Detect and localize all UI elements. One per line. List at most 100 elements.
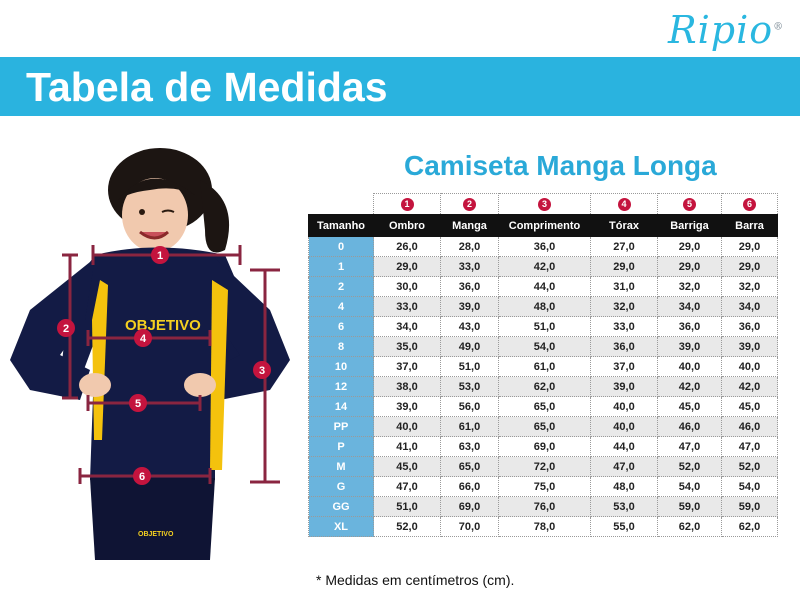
value-cell: 39,0: [590, 376, 658, 397]
value-cell: 53,0: [590, 496, 658, 517]
value-cell: 54,0: [657, 476, 722, 497]
value-cell: 36,0: [590, 336, 658, 357]
value-cell: 37,0: [373, 356, 441, 377]
ponytail: [200, 180, 230, 253]
value-cell: 44,0: [498, 276, 591, 297]
value-cell: 37,0: [590, 356, 658, 377]
value-cell: 45,0: [721, 396, 778, 417]
mouth: [139, 230, 170, 240]
value-cell: 61,0: [440, 416, 499, 437]
value-cell: 36,0: [721, 316, 778, 337]
measure-number-cell: 5: [657, 193, 722, 215]
pants-logo-text: OBJETIVO: [138, 531, 174, 538]
value-cell: 47,0: [721, 436, 778, 457]
value-cell: 34,0: [721, 296, 778, 317]
header-torax: Tórax: [590, 214, 658, 237]
marker-label-4: 4: [140, 333, 147, 345]
value-cell: 42,0: [657, 376, 722, 397]
left-eye: [139, 209, 145, 215]
value-cell: 33,0: [373, 296, 441, 317]
value-cell: 38,0: [373, 376, 441, 397]
left-sleeve: [10, 258, 95, 400]
table-row: 6 34,0 43,0 51,0 33,0 36,0 36,0: [308, 316, 778, 337]
value-cell: 32,0: [590, 296, 658, 317]
bangs: [118, 178, 195, 200]
size-cell: 6: [308, 316, 374, 337]
value-cell: 29,0: [721, 236, 778, 257]
title-banner: Tabela de Medidas: [0, 57, 800, 116]
value-cell: 46,0: [657, 416, 722, 437]
value-cell: 62,0: [498, 376, 591, 397]
size-cell: G: [308, 476, 374, 497]
size-cell: P: [308, 436, 374, 457]
value-cell: 51,0: [498, 316, 591, 337]
pants: [90, 478, 215, 560]
table-row: PP 40,0 61,0 65,0 40,0 46,0 46,0: [308, 416, 778, 437]
value-cell: 62,0: [657, 516, 722, 537]
value-cell: 39,0: [373, 396, 441, 417]
header-comprimento: Comprimento: [498, 214, 591, 237]
header-barriga: Barriga: [657, 214, 722, 237]
value-cell: 46,0: [721, 416, 778, 437]
value-cell: 52,0: [657, 456, 722, 477]
table-row: XL 52,0 70,0 78,0 55,0 62,0 62,0: [308, 516, 778, 537]
value-cell: 78,0: [498, 516, 591, 537]
marker-circle-4: [134, 329, 152, 347]
value-cell: 31,0: [590, 276, 658, 297]
measure-number-barriga: 5: [683, 197, 696, 211]
size-cell: 12: [308, 376, 374, 397]
measure-number-manga: 2: [463, 197, 476, 211]
value-cell: 49,0: [440, 336, 499, 357]
value-cell: 36,0: [440, 276, 499, 297]
value-cell: 55,0: [590, 516, 658, 537]
value-cell: 59,0: [721, 496, 778, 517]
measure-number-row: 1 2 3 4 5 6: [309, 193, 778, 215]
value-cell: 30,0: [373, 276, 441, 297]
value-cell: 72,0: [498, 456, 591, 477]
footnote: * Medidas em centímetros (cm).: [316, 572, 515, 588]
brand-logo: Ripio®: [668, 8, 784, 52]
marker-label-2: 2: [63, 323, 69, 335]
header-tamanho: Tamanho: [308, 214, 374, 237]
right-stripe: [210, 280, 228, 470]
size-cell: 14: [308, 396, 374, 417]
value-cell: 51,0: [373, 496, 441, 517]
value-cell: 27,0: [590, 236, 658, 257]
measurements-table: 1 2 3 4 5 6 Tamanho Ombro Manga Comprime…: [308, 193, 778, 537]
measure-number-comprimento: 3: [538, 197, 551, 211]
value-cell: 36,0: [657, 316, 722, 337]
measure-number-ombro: 1: [400, 197, 414, 211]
value-cell: 48,0: [498, 296, 591, 317]
measure-number-barra: 6: [743, 197, 756, 211]
value-cell: 51,0: [440, 356, 499, 377]
value-cell: 47,0: [590, 456, 658, 477]
value-cell: 69,0: [440, 496, 499, 517]
product-title: Camiseta Manga Longa: [404, 150, 717, 181]
value-cell: 42,0: [498, 256, 591, 277]
marker-label-3: 3: [259, 365, 265, 377]
value-cell: 66,0: [440, 476, 499, 497]
value-cell: 39,0: [657, 336, 722, 357]
value-cell: 40,0: [590, 416, 658, 437]
marker-circle-1: [151, 246, 169, 264]
value-cell: 40,0: [590, 396, 658, 417]
value-cell: 48,0: [590, 476, 658, 497]
size-cell: XL: [308, 516, 374, 537]
value-cell: 42,0: [721, 376, 778, 397]
header-ombro: Ombro: [373, 214, 441, 237]
value-cell: 61,0: [498, 356, 591, 377]
value-cell: 65,0: [498, 396, 591, 417]
size-cell: 8: [308, 336, 374, 357]
value-cell: 29,0: [657, 236, 722, 257]
measure-number-cell: 4: [590, 193, 658, 215]
child-figure: OBJETIVO OBJETIVO 1 2 3 4 5 6: [10, 148, 290, 560]
value-cell: 29,0: [721, 256, 778, 277]
size-cell: 4: [308, 296, 374, 317]
value-cell: 54,0: [498, 336, 591, 357]
table-row: 4 33,0 39,0 48,0 32,0 34,0 34,0: [308, 296, 778, 317]
value-cell: 70,0: [440, 516, 499, 537]
marker-circle-2: [57, 319, 75, 337]
value-cell: 53,0: [440, 376, 499, 397]
value-cell: 45,0: [657, 396, 722, 417]
table-row: 12 38,0 53,0 62,0 39,0 42,0 42,0: [308, 376, 778, 397]
